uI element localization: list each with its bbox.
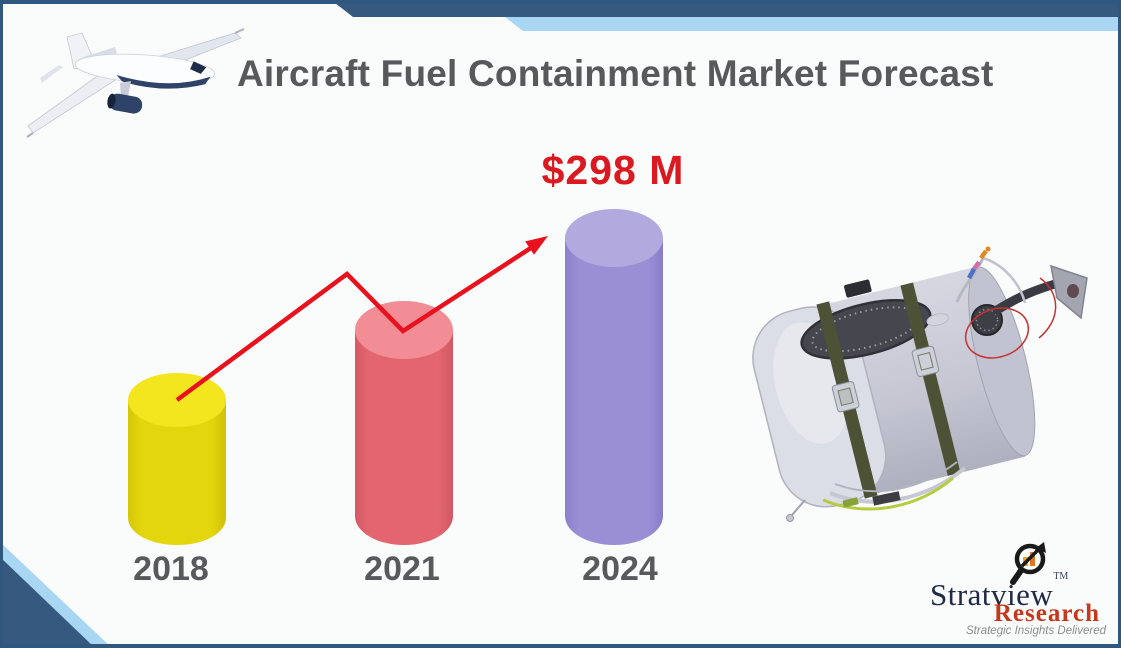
fuel-tank-image: [752, 246, 1088, 522]
logo-sub: Research: [993, 600, 1100, 627]
page-title: Aircraft Fuel Containment Market Forecas…: [237, 53, 994, 94]
frame-left: [0, 0, 3, 648]
logo-tm: TM: [1053, 571, 1069, 582]
axis-label-2024: 2024: [582, 550, 658, 588]
bar-2018: [128, 373, 226, 545]
bar-2021: [355, 301, 453, 545]
bar-2024: [565, 209, 663, 545]
top-band-dark: [335, 3, 1121, 17]
airplane-image: [26, 28, 245, 138]
magnifier-chart-icon: [1010, 542, 1046, 585]
logo-brand-text: Stratview: [930, 577, 1054, 612]
frame-top: [0, 0, 1121, 4]
trend-arrow-icon: [175, 236, 548, 402]
logo-tagline: Strategic Insights Delivered: [966, 625, 1106, 637]
data-label-2024: $298 M: [541, 147, 685, 193]
axis-label-2018: 2018: [133, 550, 209, 588]
axis-label-2021: 2021: [364, 550, 440, 588]
stratview-research-logo: StratviewTM Research Strategic Insights …: [928, 536, 1114, 642]
frame-bottom: [0, 644, 1121, 648]
top-band-light: [505, 17, 1121, 31]
bar-2024-body: [565, 238, 663, 545]
bar-2024-top: [565, 209, 663, 267]
bar-2021-body: [355, 330, 453, 545]
frame-right: [1118, 0, 1121, 648]
logo-brand: StratviewTM: [930, 571, 1068, 613]
